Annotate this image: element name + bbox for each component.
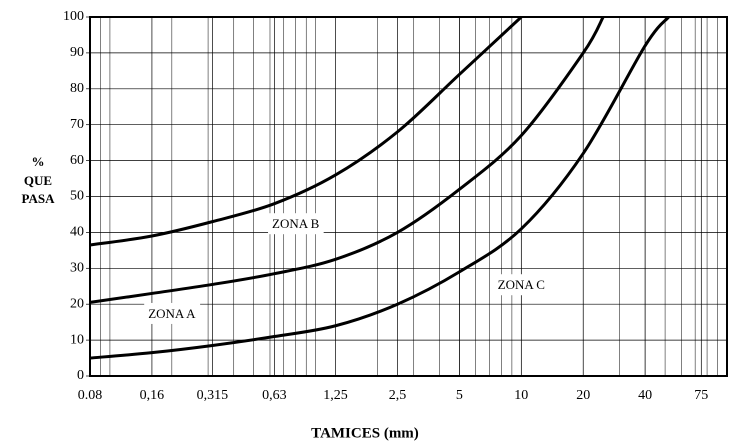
x-tick-label: 2,5 bbox=[389, 388, 407, 403]
y-tick-label: 60 bbox=[70, 153, 84, 168]
y-label: QUE bbox=[24, 173, 52, 188]
annotation-bg bbox=[144, 302, 201, 324]
y-tick-label: 10 bbox=[70, 332, 84, 347]
x-tick-label: 20 bbox=[576, 388, 590, 403]
y-tick-label: 90 bbox=[70, 45, 84, 60]
y-tick-label: 20 bbox=[70, 296, 84, 311]
curve bbox=[89, 15, 523, 247]
x-tick-label: 75 bbox=[694, 388, 708, 403]
annotation: ZONA A bbox=[148, 306, 196, 321]
y-tick-label: 80 bbox=[70, 81, 84, 96]
x-tick-label: 40 bbox=[638, 388, 652, 403]
x-tick-label: 0,63 bbox=[262, 388, 287, 403]
y-label: % bbox=[32, 154, 45, 169]
y-tick-label: 0 bbox=[77, 368, 84, 383]
plot-frame bbox=[89, 16, 728, 377]
x-tick-label: 1,25 bbox=[323, 388, 348, 403]
y-tick-label: 70 bbox=[70, 117, 84, 132]
y-label: PASA bbox=[22, 191, 56, 206]
x-tick-label: 0.08 bbox=[78, 388, 103, 403]
y-tick-label: 50 bbox=[70, 189, 84, 204]
annotation: ZONA B bbox=[272, 216, 320, 231]
curve bbox=[89, 16, 605, 304]
annotation-bg bbox=[493, 274, 549, 296]
y-tick-label: 30 bbox=[70, 261, 84, 276]
x-tick-label: 10 bbox=[514, 388, 528, 403]
y-tick-label: 100 bbox=[63, 9, 84, 24]
curve bbox=[89, 15, 670, 360]
y-tick-label: 40 bbox=[70, 225, 84, 240]
annotation: ZONA C bbox=[498, 277, 545, 292]
annotation-bg bbox=[268, 213, 324, 235]
x-tick-label: 5 bbox=[456, 388, 463, 403]
x-tick-label: 0,16 bbox=[140, 388, 165, 403]
x-label: TAMICES (mm) bbox=[311, 425, 419, 441]
x-tick-label: 0,315 bbox=[197, 388, 229, 403]
